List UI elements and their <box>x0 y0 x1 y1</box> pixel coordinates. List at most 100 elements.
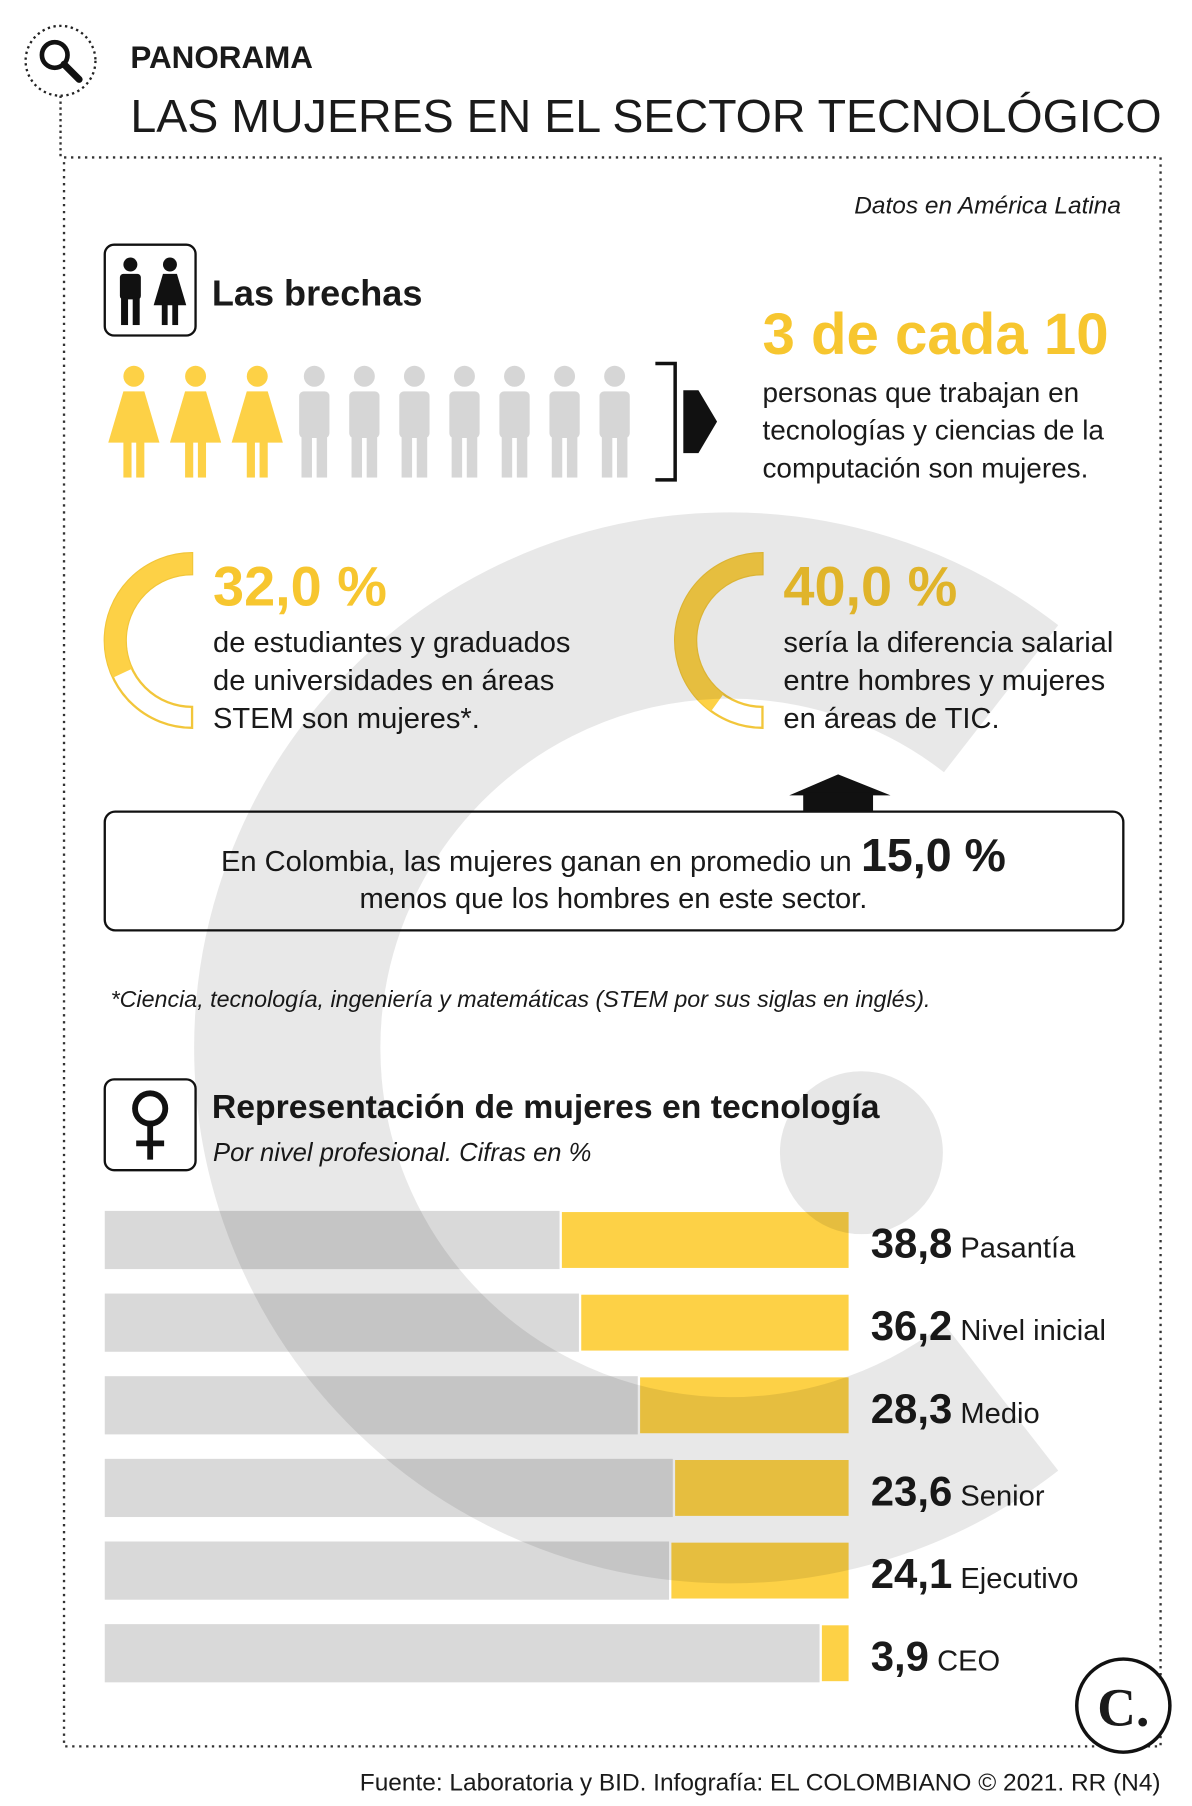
value-label: 36,2 <box>871 1302 953 1349</box>
torso <box>549 391 580 438</box>
callout-text: menos que los hombres en este sector. <box>360 883 868 915</box>
value-label: 24,1 <box>871 1550 953 1597</box>
category-label: Medio <box>960 1398 1039 1430</box>
ring-arc <box>675 553 763 712</box>
leg <box>246 440 255 478</box>
leg <box>616 433 628 478</box>
leg <box>416 433 428 478</box>
leg <box>301 433 312 478</box>
bar-rest <box>104 1458 674 1518</box>
stat-text: de estudiantes y graduados <box>213 627 570 659</box>
footnote: *Ciencia, tecnología, ingeniería y matem… <box>111 986 931 1012</box>
callout-line: En Colombia, las mujeres ganan en promed… <box>221 829 1006 881</box>
bar <box>669 1540 851 1601</box>
bar-label: 23,6 Senior <box>871 1467 1045 1514</box>
leg <box>601 433 613 478</box>
source: Fuente: Laboratoria y BID. Infografía: E… <box>360 1770 1161 1797</box>
bar-rest <box>104 1541 671 1600</box>
watermark <box>194 512 1059 1584</box>
bar-label: 38,8 Pasantía <box>871 1219 1076 1266</box>
leg <box>259 440 268 478</box>
value-label: 3,9 <box>871 1633 929 1680</box>
bar <box>819 1622 851 1684</box>
value-label: 28,3 <box>871 1385 953 1432</box>
category-label: CEO <box>937 1646 1000 1678</box>
leg <box>136 440 145 478</box>
bracket <box>655 361 677 482</box>
stat-value: 40,0 % <box>783 555 957 618</box>
woman-figure <box>108 365 160 478</box>
search-icon <box>39 39 70 71</box>
woman-figure <box>169 365 222 478</box>
search-badge <box>24 24 97 97</box>
torso <box>449 391 480 438</box>
head <box>353 365 375 387</box>
bar-label: 36,2 Nivel inicial <box>871 1302 1106 1349</box>
leg <box>351 433 363 478</box>
head <box>403 365 425 387</box>
stat-value: 32,0 % <box>213 555 387 618</box>
dress <box>231 391 283 443</box>
value-label: 23,6 <box>871 1467 953 1514</box>
stat-text: de universidades en áreas <box>213 665 554 697</box>
bar-label: 24,1 Ejecutivo <box>871 1550 1079 1597</box>
leg <box>185 440 194 478</box>
callout-value: 15,0 % <box>861 829 1006 881</box>
leg <box>551 433 563 478</box>
dress <box>108 391 160 443</box>
stat-text: sería la diferencia salarial <box>783 627 1113 659</box>
torso <box>299 391 330 438</box>
man-figure <box>349 365 380 478</box>
leg <box>451 433 463 478</box>
leg <box>401 433 413 478</box>
headline-text: personas que trabajan en <box>762 377 1079 408</box>
category-label: Nivel inicial <box>960 1315 1106 1347</box>
callout-text: En Colombia, las mujeres ganan en promed… <box>221 846 852 878</box>
bar <box>672 1457 851 1519</box>
stat-text: en áreas de TIC. <box>783 703 999 735</box>
title: LAS MUJERES EN EL SECTOR TECNOLÓGICO <box>130 90 1161 142</box>
chart-title: Representación de mujeres en tecnología <box>212 1088 880 1126</box>
leg <box>566 433 578 478</box>
note: Datos en América Latina <box>854 192 1121 219</box>
ring-arc <box>104 553 193 678</box>
head <box>303 365 325 387</box>
dress <box>169 391 222 443</box>
leg <box>316 433 328 478</box>
callout-arrow <box>789 774 891 796</box>
female-icon-box <box>103 1078 197 1172</box>
bar-label: 3,9 CEO <box>871 1633 1000 1680</box>
section-title: Las brechas <box>212 272 423 313</box>
people-icon <box>119 257 187 326</box>
bar <box>637 1375 851 1436</box>
man-figure <box>399 365 430 478</box>
logo-ring <box>1075 1657 1172 1754</box>
head <box>604 365 626 387</box>
callout-arrow <box>803 792 874 812</box>
man-figure <box>449 365 480 478</box>
leg <box>123 440 132 478</box>
people-icon-box <box>103 243 197 337</box>
stat-text: entre hombres y mujeres <box>783 665 1105 697</box>
callout-box <box>103 810 1125 932</box>
watermark-c <box>194 512 1059 1584</box>
headline: 3 de cada 10 <box>762 302 1108 367</box>
leg <box>516 433 528 478</box>
bar-rest <box>104 1210 561 1270</box>
woman-figure <box>231 365 283 478</box>
bar-label: 28,3 Medio <box>871 1385 1040 1432</box>
bar-rest <box>104 1293 581 1352</box>
category-label: Ejecutivo <box>960 1563 1078 1595</box>
headline-text: tecnologías y ciencias de la <box>762 415 1104 446</box>
bar-rest <box>104 1376 639 1435</box>
bar <box>559 1209 851 1271</box>
headline-text: computación son mujeres. <box>762 453 1088 484</box>
search-icon <box>60 60 83 83</box>
torso <box>499 391 530 438</box>
arrow <box>683 390 718 454</box>
torso <box>599 391 630 438</box>
value-label: 38,8 <box>871 1219 953 1266</box>
head <box>453 365 475 387</box>
